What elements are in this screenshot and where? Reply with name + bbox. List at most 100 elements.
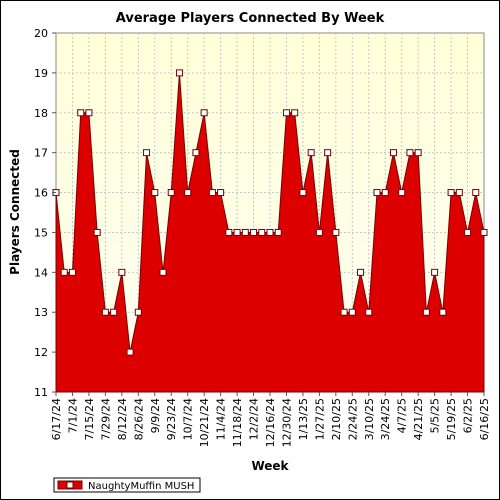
data-point bbox=[348, 308, 356, 316]
data-point bbox=[266, 228, 274, 236]
data-point bbox=[192, 149, 200, 157]
x-tick-label: 10/7/24 bbox=[182, 398, 195, 440]
x-tick-label: 1/13/25 bbox=[297, 398, 310, 440]
data-point bbox=[77, 109, 85, 117]
data-point bbox=[184, 189, 192, 197]
series-markers bbox=[52, 69, 488, 356]
x-tick-label: 8/12/24 bbox=[116, 398, 129, 440]
data-point bbox=[258, 228, 266, 236]
data-point bbox=[431, 268, 439, 276]
data-point bbox=[332, 228, 340, 236]
data-point bbox=[447, 189, 455, 197]
y-axis-ticks: 11 12 13 14 15 16 17 18 19 20 bbox=[34, 27, 56, 399]
data-point bbox=[143, 149, 151, 157]
x-tick-label: 7/1/24 bbox=[66, 398, 79, 433]
data-point bbox=[250, 228, 258, 236]
data-point bbox=[241, 228, 249, 236]
data-point bbox=[464, 228, 472, 236]
x-tick-label: 4/7/25 bbox=[396, 398, 409, 433]
chart-title: Average Players Connected By Week bbox=[116, 11, 385, 26]
data-point bbox=[167, 189, 175, 197]
data-point bbox=[159, 268, 167, 276]
y-tick-label: 17 bbox=[34, 147, 48, 160]
x-tick-label: 11/18/24 bbox=[231, 398, 244, 447]
x-tick-label: 6/16/25 bbox=[478, 398, 491, 440]
data-point bbox=[274, 228, 282, 236]
legend: NaughtyMuffin MUSH bbox=[53, 477, 201, 493]
data-point bbox=[422, 308, 430, 316]
data-point bbox=[175, 69, 183, 77]
data-point bbox=[101, 308, 109, 316]
x-tick-label: 9/23/24 bbox=[165, 398, 178, 440]
data-point bbox=[365, 308, 373, 316]
data-point bbox=[217, 189, 225, 197]
x-tick-label: 12/30/24 bbox=[280, 398, 293, 447]
x-tick-label: 12/16/24 bbox=[264, 398, 277, 447]
x-tick-label: 7/29/24 bbox=[99, 398, 112, 440]
data-point bbox=[373, 189, 381, 197]
data-point bbox=[406, 149, 414, 157]
data-point bbox=[151, 189, 159, 197]
x-tick-label: 8/26/24 bbox=[132, 398, 145, 440]
data-point bbox=[110, 308, 118, 316]
data-point bbox=[85, 109, 93, 117]
x-tick-label: 1/27/25 bbox=[313, 398, 326, 440]
y-tick-label: 11 bbox=[34, 386, 48, 399]
x-tick-label: 5/19/25 bbox=[445, 398, 458, 440]
data-point bbox=[381, 189, 389, 197]
x-axis-label: Week bbox=[251, 459, 289, 473]
x-tick-label: 3/24/25 bbox=[379, 398, 392, 440]
data-point bbox=[200, 109, 208, 117]
data-point bbox=[126, 348, 134, 356]
legend-marker bbox=[66, 481, 74, 489]
x-tick-label: 2/10/25 bbox=[330, 398, 343, 440]
y-axis-label: Players Connected bbox=[8, 149, 22, 275]
x-tick-label: 6/17/24 bbox=[50, 398, 63, 440]
data-point bbox=[340, 308, 348, 316]
data-point bbox=[389, 149, 397, 157]
data-point bbox=[315, 228, 323, 236]
data-point bbox=[93, 228, 101, 236]
data-point bbox=[233, 228, 241, 236]
data-point bbox=[398, 189, 406, 197]
data-point bbox=[324, 149, 332, 157]
y-tick-label: 13 bbox=[34, 306, 48, 319]
x-tick-label: 12/2/24 bbox=[248, 398, 261, 440]
x-tick-label: 5/5/25 bbox=[429, 398, 442, 433]
data-point bbox=[480, 228, 488, 236]
x-tick-label: 11/4/24 bbox=[215, 398, 228, 440]
data-point bbox=[134, 308, 142, 316]
data-point bbox=[414, 149, 422, 157]
data-point bbox=[291, 109, 299, 117]
data-point bbox=[307, 149, 315, 157]
x-tick-label: 10/21/24 bbox=[198, 398, 211, 447]
y-tick-label: 14 bbox=[34, 266, 48, 279]
x-tick-label: 9/9/24 bbox=[149, 398, 162, 433]
data-point bbox=[60, 268, 68, 276]
data-point bbox=[472, 189, 480, 197]
data-point bbox=[282, 109, 290, 117]
data-point bbox=[208, 189, 216, 197]
x-tick-label: 2/24/25 bbox=[346, 398, 359, 440]
data-point bbox=[299, 189, 307, 197]
x-axis-ticks: 6/17/24 7/1/24 7/15/24 7/29/24 8/12/24 8/26/2… bbox=[50, 392, 491, 447]
legend-box bbox=[53, 477, 201, 493]
data-point bbox=[455, 189, 463, 197]
legend-entry: NaughtyMuffin MUSH bbox=[88, 481, 194, 492]
data-point bbox=[357, 268, 365, 276]
data-point bbox=[225, 228, 233, 236]
data-point bbox=[118, 268, 126, 276]
y-tick-label: 18 bbox=[34, 107, 48, 120]
data-point bbox=[439, 308, 447, 316]
y-tick-label: 20 bbox=[34, 27, 48, 40]
y-tick-label: 16 bbox=[34, 187, 48, 200]
x-tick-label: 6/2/25 bbox=[462, 398, 475, 433]
y-tick-label: 12 bbox=[34, 346, 48, 359]
x-tick-label: 4/21/25 bbox=[412, 398, 425, 440]
y-tick-label: 15 bbox=[34, 226, 48, 239]
data-point bbox=[68, 268, 76, 276]
x-tick-label: 3/10/25 bbox=[363, 398, 376, 440]
x-tick-label: 7/15/24 bbox=[83, 398, 96, 440]
y-tick-label: 19 bbox=[34, 67, 48, 80]
